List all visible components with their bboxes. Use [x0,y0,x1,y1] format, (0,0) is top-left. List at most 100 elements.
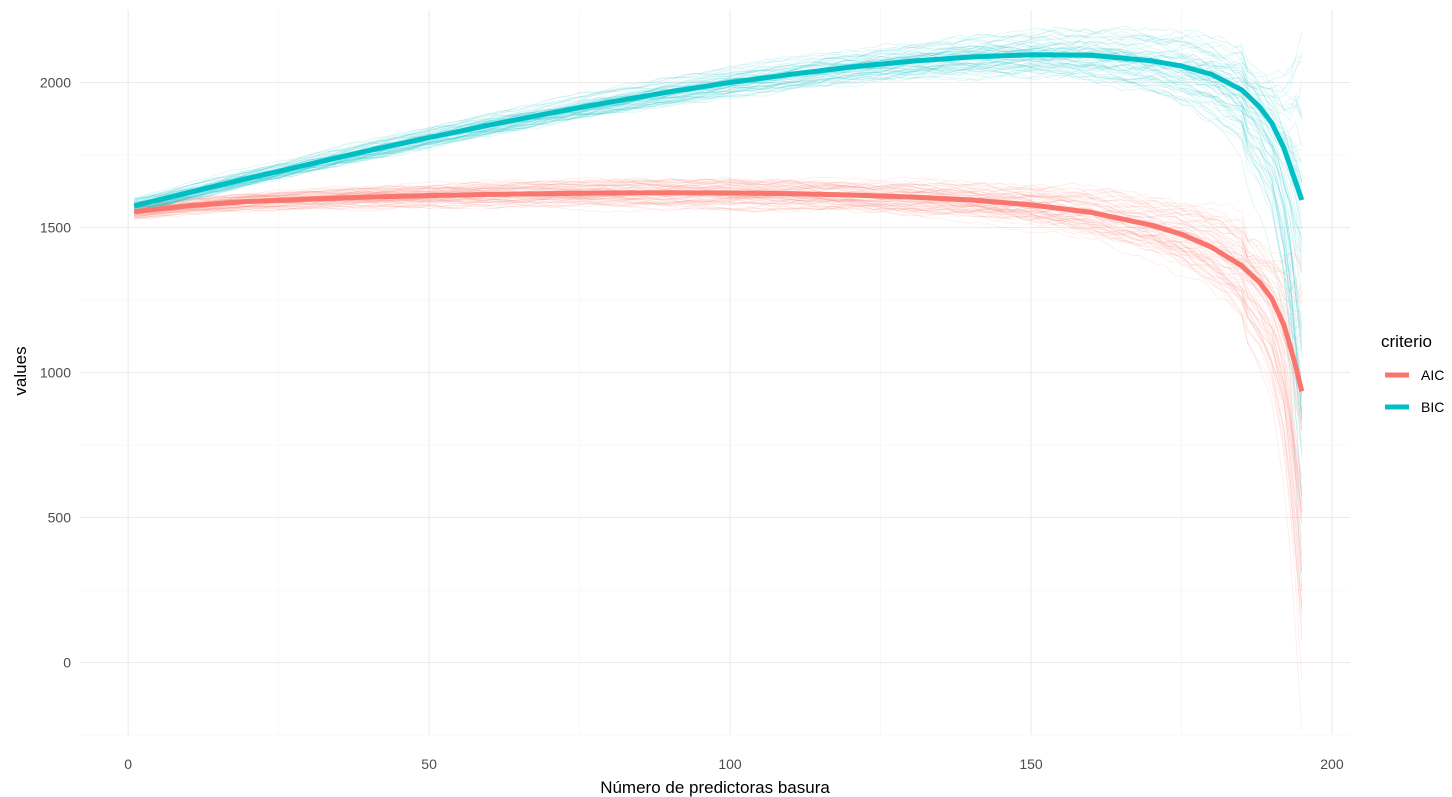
sim-trace-AIC [134,204,1303,731]
sim-trace-BIC [134,34,1303,203]
y-tick-label: 1000 [40,365,71,381]
sim-trace-BIC [134,61,1303,349]
sim-trace-AIC [134,190,1303,421]
y-axis-title: values [11,346,30,395]
sim-trace-AIC [134,179,1303,302]
sim-trace-AIC [134,197,1303,574]
sim-trace-AIC [134,191,1303,514]
y-tick-label: 0 [63,655,71,671]
sim-trace-BIC [134,27,1303,200]
sim-trace-BIC [134,34,1303,200]
sim-trace-BIC [134,41,1302,202]
sim-trace-AIC [134,196,1303,681]
x-axis-title: Número de predictoras basura [600,778,830,797]
sim-trace-AIC [134,184,1303,441]
sim-trace-AIC [134,176,1303,307]
sim-trace-AIC [134,193,1303,557]
y-tick-label: 500 [48,510,72,526]
sim-trace-AIC [134,194,1303,612]
sim-trace-AIC [134,197,1303,608]
sim-trace-BIC [134,63,1303,386]
x-tick-label: 50 [421,756,437,772]
sim-trace-BIC [134,62,1303,502]
sim-trace-AIC [134,178,1303,274]
sim-trace-BIC [134,70,1303,458]
sim-trace-AIC [134,178,1303,396]
sim-trace-AIC [134,199,1303,563]
sim-trace-AIC [134,178,1303,293]
sim-trace-AIC [134,182,1303,268]
sim-trace-AIC [134,196,1303,513]
sim-trace-BIC [134,73,1303,412]
sim-trace-AIC [134,183,1303,397]
sim-trace-BIC [134,38,1303,202]
x-tick-label: 0 [124,756,132,772]
plot-area [133,25,1305,731]
sim-trace-AIC [134,198,1303,607]
sim-trace-AIC [134,188,1303,339]
mean-line-AIC [133,190,1305,392]
legend-title: criterio [1381,332,1432,351]
y-tick-label: 1500 [40,220,71,236]
sim-trace-AIC [134,183,1303,414]
sim-trace-AIC [134,191,1303,642]
sim-trace-BIC [134,25,1303,199]
legend-label-BIC: BIC [1421,399,1444,415]
sim-trace-AIC [134,195,1303,604]
sim-trace-BIC [134,63,1303,360]
sim-trace-BIC [134,66,1303,497]
sim-trace-AIC [134,188,1303,323]
sim-trace-AIC [134,176,1303,277]
sim-trace-BIC [134,64,1303,386]
sim-trace-BIC [134,55,1303,326]
x-tick-label: 100 [718,756,742,772]
sim-trace-BIC [134,42,1303,204]
sim-trace-BIC [134,69,1303,454]
sim-trace-AIC [134,178,1303,265]
sim-trace-BIC [134,65,1303,419]
sim-trace-AIC [134,178,1303,330]
sim-trace-AIC [134,191,1303,573]
sim-trace-BIC [134,40,1303,204]
sim-trace-BIC [134,44,1303,208]
sim-trace-AIC [134,193,1303,526]
sim-trace-AIC [134,185,1303,304]
sim-trace-BIC [134,28,1302,200]
sim-trace-AIC [134,200,1303,618]
sim-trace-BIC [134,34,1303,199]
sim-trace-BIC [134,58,1303,391]
sim-trace-AIC [134,178,1303,297]
sim-trace-AIC [134,196,1303,517]
sim-trace-AIC [134,197,1303,572]
sim-trace-AIC [134,197,1303,504]
sim-trace-AIC [134,202,1303,554]
x-tick-label: 200 [1320,756,1344,772]
sim-trace-AIC [134,180,1303,344]
sim-trace-BIC [134,58,1303,422]
sim-trace-BIC [134,75,1303,421]
sim-trace-BIC [134,27,1302,200]
sim-trace-AIC [134,181,1303,416]
sim-trace-BIC [134,64,1303,410]
sim-trace-AIC [134,177,1303,275]
sim-trace-AIC [134,176,1303,299]
sim-trace-BIC [134,69,1303,395]
sim-trace-AIC [134,181,1303,385]
sim-trace-AIC [134,197,1303,541]
legend: criterio AIC BIC [1381,332,1444,415]
sim-trace-BIC [134,50,1303,249]
x-tick-label: 150 [1019,756,1043,772]
grid [80,10,1350,736]
sim-trace-AIC [134,191,1303,591]
sim-trace-AIC [134,182,1303,402]
sim-trace-AIC [134,182,1302,304]
sim-trace-BIC [134,30,1302,200]
legend-label-AIC: AIC [1421,367,1444,383]
y-tick-label: 2000 [40,75,71,91]
sim-trace-BIC [134,60,1303,592]
sim-trace-AIC [134,190,1303,478]
sim-trace-AIC [134,197,1303,638]
sim-trace-AIC [134,193,1303,496]
